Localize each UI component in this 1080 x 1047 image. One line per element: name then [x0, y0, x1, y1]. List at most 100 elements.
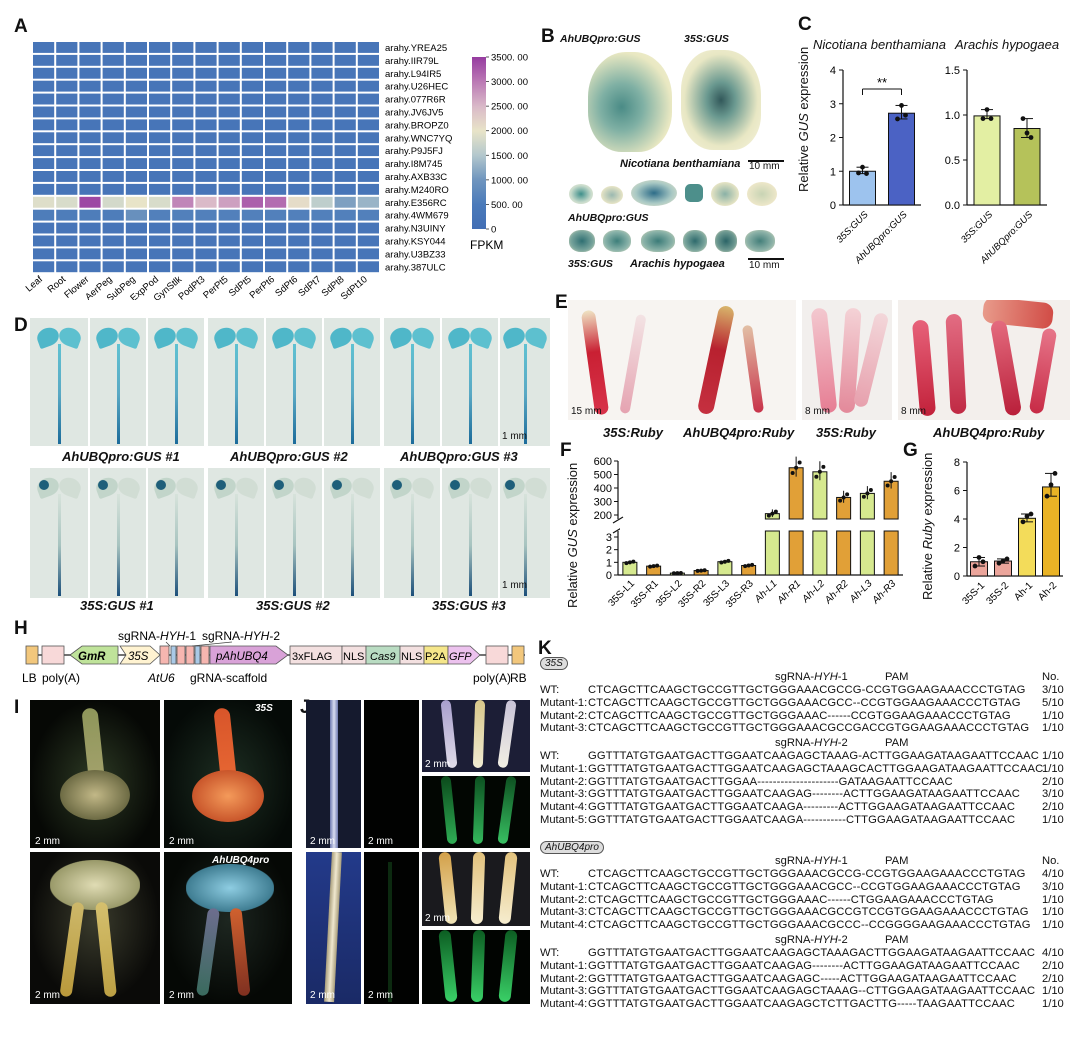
heatmap-cell: [218, 119, 240, 131]
heatmap-cell: [288, 106, 310, 118]
heatmap-cell: [357, 235, 379, 247]
heatmap-cell: [79, 222, 101, 234]
heatmap-cell: [357, 158, 379, 169]
heatmap-cell: [149, 261, 171, 273]
allele-frequency: 1/10: [1042, 985, 1064, 998]
heatmap-cell: [56, 222, 78, 234]
root-brightfield-1: [306, 700, 361, 848]
heatmap-cell: [125, 80, 147, 92]
sequence-row-label: WT:: [540, 684, 560, 696]
data-point: [885, 483, 890, 488]
allele-frequency: 1/10: [1042, 919, 1064, 932]
data-point: [699, 568, 704, 573]
heatmap-cell: [102, 132, 124, 144]
scale-label: 2 mm: [310, 990, 335, 1001]
data-point: [1052, 471, 1058, 476]
heatmap-cell: [79, 119, 101, 131]
heatmap-cell: [172, 235, 194, 247]
heatmap-cell: [56, 183, 78, 195]
panel-letter-j: J: [300, 697, 311, 719]
row-label-35s: 35S:GUS: [568, 258, 613, 270]
heatmap-cell: [334, 222, 356, 234]
heatmap-cell: [195, 132, 217, 144]
colorbar-tick-label: 2000. 00: [491, 126, 528, 137]
heatmap-cell: [125, 54, 147, 66]
sequence-row-label: Mutant-1:: [540, 959, 588, 972]
category-label: Ah-L1: [752, 578, 779, 605]
category-label: Ah-L3: [847, 578, 875, 606]
heatmap-cell: [311, 209, 333, 221]
heatmap-cell: [195, 235, 217, 247]
allele-frequency: 1/10: [1042, 750, 1064, 762]
seed-photos-row2: [565, 228, 783, 254]
heatmap-cell: [149, 80, 171, 92]
heatmap-cell: [102, 209, 124, 221]
tag-ahubq4pro: AhUBQ4pro: [212, 855, 270, 866]
heatmap-cell: [172, 171, 194, 182]
heatmap-cell: [125, 93, 147, 105]
construct-tag: 35S: [540, 657, 568, 670]
scale-label: 8 mm: [901, 406, 926, 417]
heatmap-cell: [33, 80, 55, 92]
heatmap-cell: [195, 158, 217, 169]
heatmap-cell: [195, 222, 217, 234]
heatmap-cell: [56, 67, 78, 79]
y-tick-label: 3: [830, 99, 836, 111]
heatmap-cell: [334, 209, 356, 221]
heatmap-cell: [79, 80, 101, 92]
data-point: [743, 564, 748, 569]
data-point: [790, 470, 795, 475]
heatmap-cell: [218, 67, 240, 79]
heatmap-cell: [265, 171, 287, 182]
colorbar-tick-label: 1000. 00: [491, 175, 528, 186]
heatmap-cell: [357, 222, 379, 234]
ruby-label-1: 35S:Ruby: [603, 425, 663, 440]
hairy-root-fluorescence-35s: [164, 700, 292, 848]
heatmap-cell: [265, 54, 287, 66]
heatmap-cell: [334, 261, 356, 273]
gene-label: arahy.4WM679: [385, 211, 449, 222]
data-point: [770, 511, 775, 516]
heatmap-cell: [125, 261, 147, 273]
heatmap-cell: [102, 158, 124, 169]
heatmap-cell: [241, 222, 263, 234]
tissue-label: PerPt5: [201, 274, 230, 300]
data-point: [988, 116, 994, 121]
data-point: [864, 171, 869, 177]
category-label: 35S-R3: [724, 578, 756, 610]
allele-frequency: 2/10: [1042, 972, 1064, 985]
data-point: [678, 570, 683, 575]
heatmap-cell: [149, 183, 171, 195]
panel-letter-e: E: [555, 292, 568, 313]
heatmap-cell: [218, 80, 240, 92]
heatmap-cell: [56, 261, 78, 273]
heatmap-cell: [102, 196, 124, 208]
chart-title-arachis: Arachis hypogaea: [955, 37, 1060, 52]
gene-label: arahy.AXB33C: [385, 172, 447, 183]
data-point: [899, 103, 904, 108]
data-point: [797, 460, 802, 465]
heatmap-cell: [334, 183, 356, 195]
sequence-row-label: WT:: [540, 947, 560, 959]
heatmap-cell: [56, 248, 78, 260]
heatmap-cell: [311, 132, 333, 144]
nls-label: NLS: [343, 651, 364, 663]
sgrna-2-label: sgRNA-HYH-2: [202, 629, 280, 643]
heatmap-cell: [334, 196, 356, 208]
heatmap-cell: [33, 209, 55, 221]
sgrna-header: sgRNA-HYH-2: [775, 737, 848, 749]
seedling-photo: [90, 468, 146, 598]
heatmap-cell: [311, 171, 333, 182]
sequence-row-label: Mutant-1:: [540, 696, 588, 709]
gene-label: arahy.M240RO: [385, 185, 449, 196]
category-label: Ah-1: [1012, 580, 1035, 603]
scale-label: 10 mm: [749, 260, 780, 271]
heatmap-cell: [195, 248, 217, 260]
sequence-row-label: Mutant-1:: [540, 762, 588, 775]
data-point: [766, 513, 771, 518]
y-tick-label: 300: [594, 497, 612, 509]
sequence-row: GGTTTATGTGAATGACTTGGAATCAAGAG--------ACT…: [588, 959, 1021, 972]
heatmap-cell: [241, 248, 263, 260]
data-point: [903, 112, 908, 118]
